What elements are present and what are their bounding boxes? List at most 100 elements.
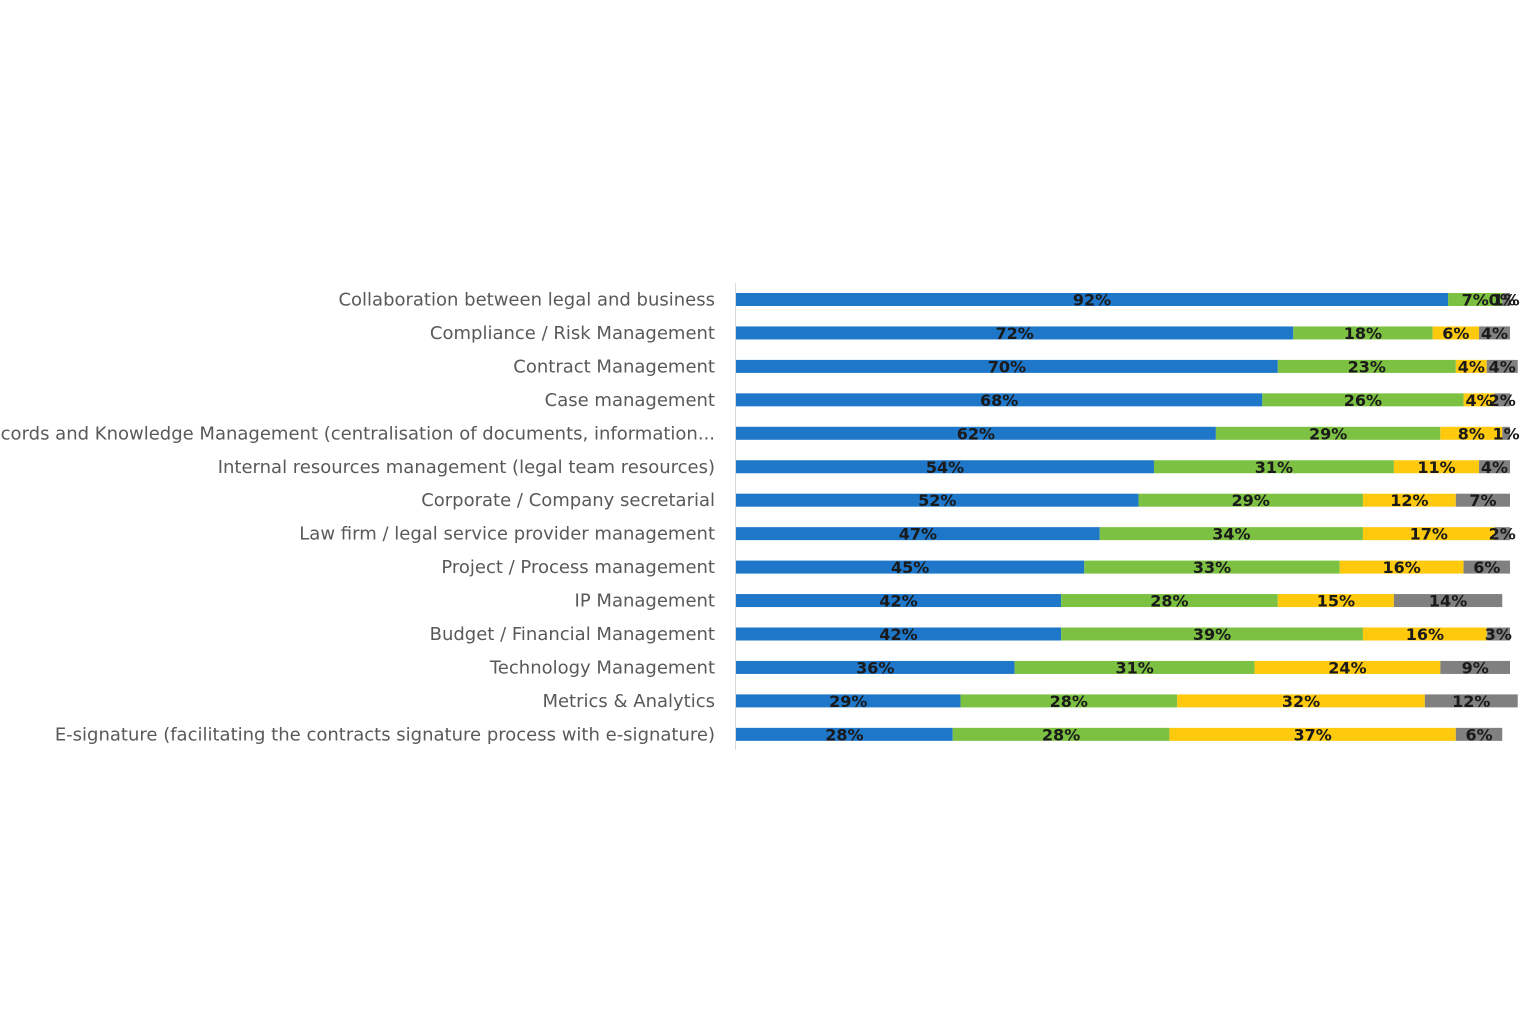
bar-segment bbox=[736, 426, 1216, 440]
data-label: 37% bbox=[1293, 725, 1331, 744]
bar-segment bbox=[1440, 426, 1503, 440]
bar-segment bbox=[1177, 694, 1425, 708]
bar-segment bbox=[1061, 594, 1278, 608]
category-label: Law firm / legal service provider manage… bbox=[299, 524, 715, 545]
bar-segment bbox=[960, 694, 1178, 708]
data-label: 2% bbox=[1489, 525, 1516, 544]
bar-segment bbox=[1479, 460, 1510, 474]
bar-segment bbox=[736, 359, 1278, 373]
data-label: 28% bbox=[1150, 592, 1188, 611]
data-label: 33% bbox=[1193, 558, 1231, 577]
bar-segment bbox=[736, 527, 1100, 541]
data-label: 68% bbox=[980, 391, 1018, 410]
data-label: 12% bbox=[1390, 491, 1428, 510]
bar-segment bbox=[1502, 426, 1510, 440]
bar-segment bbox=[952, 727, 1170, 741]
bar-segment bbox=[1277, 594, 1394, 608]
category-label: Contract Management bbox=[513, 356, 715, 377]
data-label: 29% bbox=[1309, 424, 1347, 443]
data-label: 8% bbox=[1458, 424, 1485, 443]
data-label: 29% bbox=[829, 692, 867, 711]
bar-segment bbox=[1494, 393, 1510, 407]
bar-segment bbox=[1432, 326, 1480, 340]
bar-segment bbox=[1084, 560, 1340, 574]
bar-segment bbox=[1393, 594, 1503, 608]
bar-segment bbox=[736, 460, 1154, 474]
data-label: 7% bbox=[1469, 491, 1496, 510]
bar-segment bbox=[1153, 460, 1394, 474]
data-label: 62% bbox=[957, 424, 995, 443]
category-label: E-signature (facilitating the contracts … bbox=[55, 724, 715, 745]
data-label: 18% bbox=[1344, 324, 1382, 343]
data-label: 14% bbox=[1429, 592, 1467, 611]
category-label: Project / Process management bbox=[441, 557, 715, 578]
bar-segment bbox=[736, 594, 1062, 608]
category-label: Corporate / Company secretarial bbox=[421, 490, 715, 511]
data-label: 3% bbox=[1485, 625, 1512, 644]
data-label: 9% bbox=[1462, 658, 1489, 677]
bar-segment bbox=[1362, 493, 1456, 507]
category-label: Records and Knowledge Management (centra… bbox=[0, 423, 715, 444]
data-label: 29% bbox=[1232, 491, 1270, 510]
data-label: 2% bbox=[1489, 391, 1516, 410]
data-label: 0% bbox=[1489, 291, 1516, 310]
bar-segment bbox=[1362, 627, 1487, 641]
bar-segment bbox=[1502, 293, 1510, 306]
data-label: 17% bbox=[1410, 525, 1448, 544]
bar-segment bbox=[736, 660, 1015, 674]
data-labels: 92% 7% 0%1%72% 18% 6% 4%70% 23% 4% 4%68% 26% 4%2%6… bbox=[825, 291, 1520, 745]
data-label: 15% bbox=[1317, 592, 1355, 611]
data-label: 6% bbox=[1465, 725, 1492, 744]
data-label: 4% bbox=[1481, 324, 1508, 343]
data-label: 16% bbox=[1382, 558, 1420, 577]
data-label: 4% bbox=[1458, 357, 1485, 376]
data-label: 72% bbox=[995, 324, 1033, 343]
bar-segment bbox=[1440, 660, 1510, 674]
data-label: 23% bbox=[1348, 357, 1386, 376]
bar-segment bbox=[1138, 493, 1363, 507]
data-label: 12% bbox=[1452, 692, 1490, 711]
bar-segment bbox=[1463, 393, 1495, 407]
bar-segment bbox=[1393, 460, 1480, 474]
category-label: Case management bbox=[545, 390, 715, 411]
data-label: 39% bbox=[1193, 625, 1231, 644]
bars bbox=[736, 293, 1518, 741]
bar-segment bbox=[1293, 326, 1433, 340]
bar-segment bbox=[1169, 727, 1456, 741]
bar-segment bbox=[736, 627, 1062, 641]
data-label: 31% bbox=[1115, 658, 1153, 677]
data-label: 4% bbox=[1481, 458, 1508, 477]
data-label: 26% bbox=[1344, 391, 1382, 410]
bar-segment bbox=[1014, 660, 1255, 674]
data-label: 28% bbox=[1050, 692, 1088, 711]
data-label: 4% bbox=[1489, 357, 1516, 376]
data-label: 92% bbox=[1073, 291, 1111, 310]
data-label: 28% bbox=[1042, 725, 1080, 744]
category-labels: Collaboration between legal and business… bbox=[0, 290, 715, 746]
data-label: 32% bbox=[1282, 692, 1320, 711]
category-label: Compliance / Risk Management bbox=[430, 323, 715, 344]
bar-segment bbox=[736, 727, 953, 741]
bar-segment bbox=[1455, 727, 1503, 741]
bar-segment bbox=[736, 293, 1449, 306]
bar-segment bbox=[736, 326, 1294, 340]
category-label: Internal resources management (legal tea… bbox=[218, 457, 715, 478]
bar-segment bbox=[736, 393, 1263, 407]
data-label: 52% bbox=[918, 491, 956, 510]
bar-segment bbox=[1262, 393, 1464, 407]
bar-segment bbox=[1494, 527, 1510, 541]
data-label: 47% bbox=[899, 525, 937, 544]
data-label: 6% bbox=[1442, 324, 1469, 343]
data-label: 42% bbox=[879, 625, 917, 644]
data-label: 4% bbox=[1465, 391, 1492, 410]
data-label: 1% bbox=[1493, 291, 1520, 310]
bar-segment bbox=[1099, 527, 1363, 541]
bar-segment bbox=[1486, 627, 1510, 641]
data-label: 34% bbox=[1212, 525, 1250, 544]
bar-segment bbox=[1254, 660, 1441, 674]
bar-segment bbox=[1215, 426, 1441, 440]
bar-segment bbox=[1479, 326, 1510, 340]
bar-segment bbox=[1486, 359, 1518, 373]
